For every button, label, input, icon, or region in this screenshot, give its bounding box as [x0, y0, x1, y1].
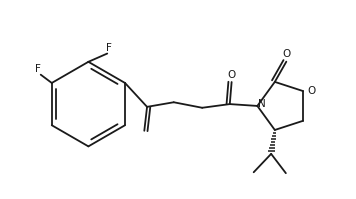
- Text: O: O: [283, 49, 291, 59]
- Text: O: O: [307, 86, 315, 96]
- Text: F: F: [106, 43, 112, 53]
- Text: N: N: [258, 99, 265, 109]
- Text: O: O: [227, 70, 236, 80]
- Text: F: F: [35, 64, 41, 74]
